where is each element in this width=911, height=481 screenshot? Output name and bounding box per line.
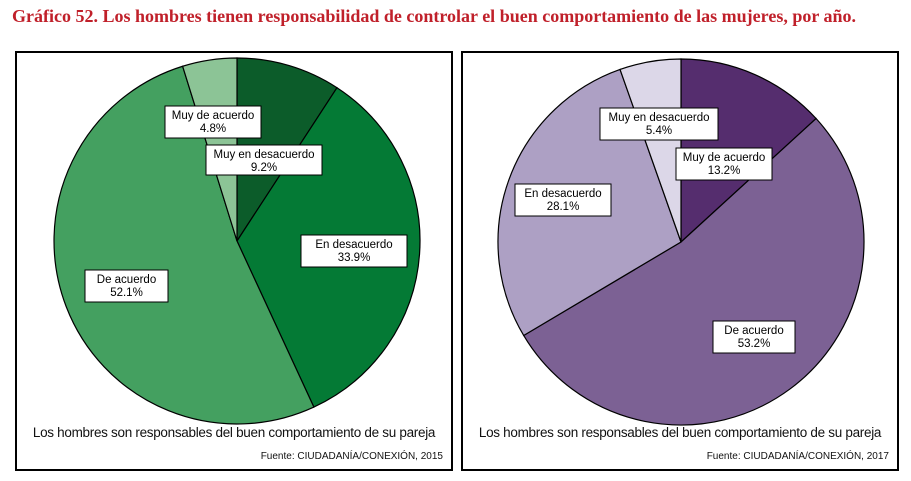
pie-slice-muy-en-desacuerdo	[619, 58, 682, 243]
chart-source-2015: Fuente: CIUDADANÍA/CONEXIÓN, 2015	[260, 451, 443, 462]
slice-label-value: 33.9%	[338, 252, 371, 264]
slice-label-name: Muy de acuerdo	[172, 110, 254, 122]
slice-label-name: En desacuerdo	[524, 188, 601, 200]
chart-caption-2015: Los hombres son responsables del buen co…	[32, 425, 436, 440]
page-title: Gráfico 52. Los hombres tienen responsab…	[12, 6, 857, 26]
pie-slice-de-acuerdo	[53, 65, 315, 425]
slice-label-value: 4.8%	[200, 123, 226, 135]
pie-chart-2017: Muy de acuerdo 13.2% De acuerdo 53.2% En des…	[461, 51, 899, 471]
slice-label-value: 13.2%	[708, 165, 741, 177]
slice-label-value: 52.1%	[110, 287, 143, 299]
slice-label-name: Muy en desacuerdo	[608, 112, 709, 124]
slice-label-name: De acuerdo	[97, 274, 156, 286]
slice-label-name: De acuerdo	[724, 325, 783, 337]
slice-label-value: 53.2%	[738, 338, 771, 350]
slice-label-value: 28.1%	[547, 201, 580, 213]
slice-label-value: 9.2%	[251, 162, 277, 174]
chart-source-2017: Fuente: CIUDADANÍA/CONEXIÓN, 2017	[706, 451, 889, 462]
slice-label-name: Muy de acuerdo	[683, 152, 765, 164]
slice-label-name: Muy en desacuerdo	[213, 149, 314, 161]
chart-caption-2017: Los hombres son responsables del buen co…	[478, 425, 882, 440]
pie-chart-2015: Muy en desacuerdo 9.2% En desacuerdo 33.9% D…	[15, 51, 453, 471]
slice-label-name: En desacuerdo	[315, 239, 392, 251]
slice-label-value: 5.4%	[646, 125, 672, 137]
